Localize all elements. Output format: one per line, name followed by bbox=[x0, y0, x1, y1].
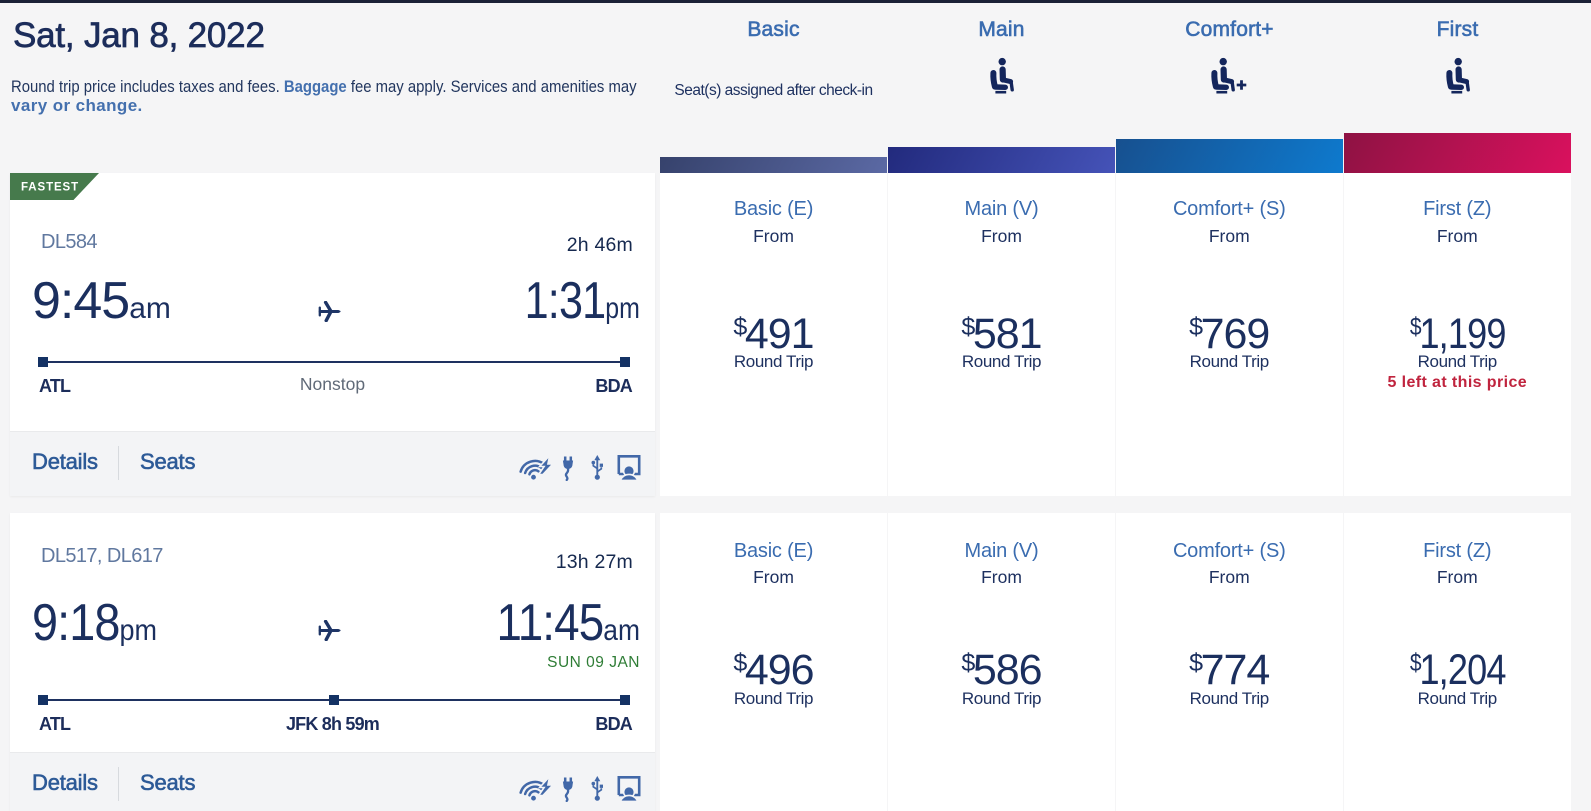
svg-text:FASTEST: FASTEST bbox=[21, 182, 79, 194]
